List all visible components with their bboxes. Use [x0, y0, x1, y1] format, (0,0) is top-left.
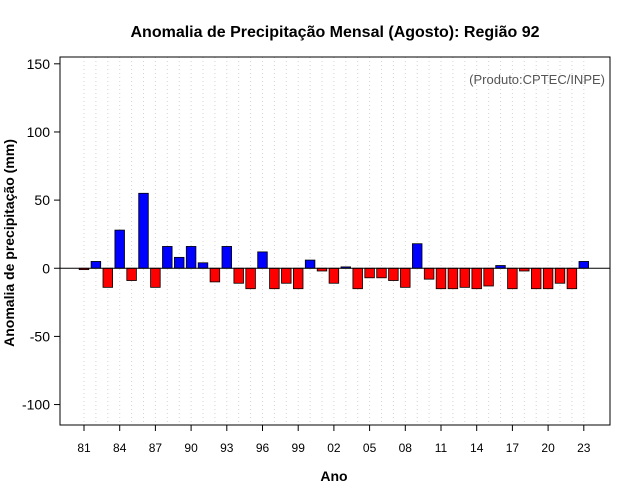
bar-2009	[411, 243, 423, 269]
bar-1996	[257, 251, 268, 269]
x-tick-label: 17	[506, 441, 520, 455]
x-tick-label: 87	[149, 441, 163, 455]
bar-1985	[126, 267, 137, 281]
chart-title: Anomalia de Precipitação Mensal (Agosto)…	[131, 24, 540, 41]
x-tick-label: 11	[435, 441, 448, 455]
bar-1987	[150, 267, 161, 288]
bar-1993	[221, 246, 233, 269]
x-tick-label: 84	[113, 441, 127, 455]
x-tick-label: 90	[184, 441, 198, 455]
bar-1998	[281, 267, 292, 284]
x-tick-label: 05	[363, 441, 377, 455]
bar-2011	[435, 267, 447, 290]
bar-1983	[102, 267, 114, 288]
y-tick-label: 0	[42, 260, 50, 276]
x-axis: 81 84 87 90 93 96 99 02 05 08 11 14 17 20 23	[77, 425, 591, 455]
x-tick-label: 93	[220, 441, 234, 455]
plot-frame	[59, 56, 611, 426]
bar-2020	[542, 267, 554, 290]
bar-1989	[173, 256, 185, 269]
bar-2012	[447, 267, 459, 290]
y-tick-label: 150	[27, 56, 51, 72]
x-tick-label: 99	[292, 441, 306, 455]
bars	[78, 192, 590, 290]
credit-note: (Produto:CPTEC/INPE)	[469, 72, 605, 87]
bar-1982	[90, 261, 102, 269]
bar-1990	[185, 246, 197, 269]
bar-2008	[400, 267, 411, 288]
bar-1984	[114, 229, 125, 269]
y-tick-label: 100	[27, 124, 51, 140]
bar-1991	[197, 262, 209, 269]
bar-2015	[483, 267, 494, 287]
bar-1999	[292, 267, 304, 290]
x-tick-label: 23	[577, 441, 591, 455]
bar-2023	[578, 261, 590, 269]
y-tick-label: -50	[30, 328, 50, 344]
bar-2022	[566, 267, 578, 290]
x-tick-label: 20	[541, 441, 555, 455]
bar-2004	[352, 267, 363, 290]
bar-2010	[423, 267, 435, 280]
bar-1995	[245, 267, 256, 290]
y-tick-label: 50	[34, 192, 50, 208]
bar-1988	[162, 246, 173, 269]
x-tick-label: 81	[77, 441, 91, 455]
bar-2014	[471, 267, 482, 290]
bar-2013	[459, 267, 471, 288]
bar-2007	[388, 267, 399, 281]
x-tick-label: 08	[399, 441, 413, 455]
bar-1997	[269, 267, 280, 290]
x-axis-label: Ano	[320, 468, 347, 484]
bar-1986	[138, 192, 149, 269]
bar-2006	[376, 267, 387, 279]
grid	[83, 57, 585, 425]
bar-1992	[209, 267, 221, 283]
x-tick-label: 96	[256, 441, 270, 455]
y-tick-label: -100	[22, 397, 50, 413]
y-axis-label: Anomalia de precipitação (mm)	[1, 139, 17, 347]
bar-2000	[304, 259, 316, 269]
bar-2005	[364, 267, 375, 279]
bar-2019	[531, 267, 542, 290]
y-axis: -100 -50 0 50 100 150	[22, 56, 60, 413]
bar-2021	[554, 267, 566, 284]
bar-2017	[507, 267, 518, 290]
bar-1994	[233, 267, 244, 284]
x-tick-label: 14	[470, 441, 484, 455]
bar-2002	[328, 267, 340, 284]
x-tick-label: 02	[327, 441, 341, 455]
